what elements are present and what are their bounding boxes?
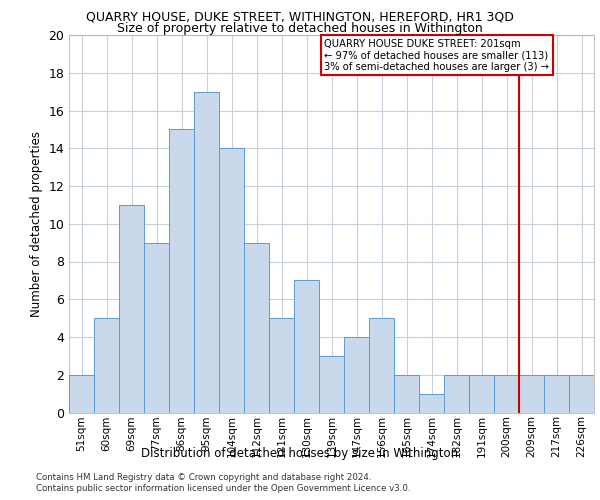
Bar (169, 130, 194, 412)
Bar (244, 242, 269, 412)
Bar (344, 337, 369, 412)
Bar (319, 356, 344, 412)
Bar (194, 92, 219, 412)
Bar (69, 375, 94, 412)
Text: Size of property relative to detached houses in Withington: Size of property relative to detached ho… (117, 22, 483, 35)
Bar (444, 375, 469, 412)
Text: QUARRY HOUSE DUKE STREET: 201sqm
← 97% of detached houses are smaller (113)
3% o: QUARRY HOUSE DUKE STREET: 201sqm ← 97% o… (324, 39, 549, 72)
Bar (294, 280, 319, 412)
Bar (419, 394, 444, 412)
Bar (494, 375, 519, 412)
Text: Distribution of detached houses by size in Withington: Distribution of detached houses by size … (142, 448, 458, 460)
Text: QUARRY HOUSE, DUKE STREET, WITHINGTON, HEREFORD, HR1 3QD: QUARRY HOUSE, DUKE STREET, WITHINGTON, H… (86, 11, 514, 24)
Bar (144, 242, 169, 412)
Text: Contains public sector information licensed under the Open Government Licence v3: Contains public sector information licen… (36, 484, 410, 493)
Bar (219, 148, 244, 412)
Bar (119, 205, 144, 412)
Bar (394, 375, 419, 412)
Text: Contains HM Land Registry data © Crown copyright and database right 2024.: Contains HM Land Registry data © Crown c… (36, 472, 371, 482)
Bar (519, 375, 544, 412)
Bar (369, 318, 394, 412)
Bar (569, 375, 594, 412)
Y-axis label: Number of detached properties: Number of detached properties (30, 130, 43, 317)
Bar (469, 375, 494, 412)
Bar (94, 318, 119, 412)
Bar (544, 375, 569, 412)
Bar (269, 318, 294, 412)
